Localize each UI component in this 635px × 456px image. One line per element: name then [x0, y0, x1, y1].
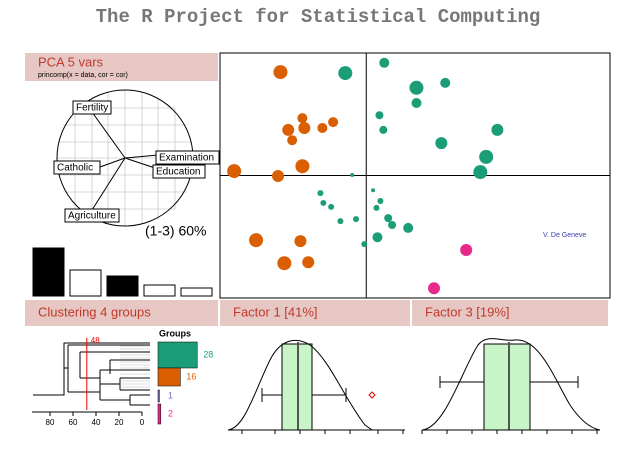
annotation: V. De Geneve [543, 232, 586, 239]
point [273, 65, 288, 80]
group-bar [157, 341, 198, 369]
point [435, 137, 448, 150]
value-label: 2 [168, 408, 173, 418]
value-label: 28 [203, 349, 213, 359]
density-plot [227, 340, 405, 434]
point [479, 149, 494, 164]
point [373, 204, 380, 211]
point [411, 97, 422, 108]
point [294, 235, 307, 248]
point [491, 123, 504, 136]
group-bar [157, 389, 160, 403]
panel-header [25, 53, 218, 81]
point [350, 173, 355, 178]
group-bar [157, 367, 181, 387]
point [297, 113, 308, 124]
point [428, 282, 441, 295]
panel-header [25, 300, 218, 326]
point [440, 77, 451, 88]
bar [180, 287, 213, 297]
point [377, 197, 384, 204]
bar [32, 247, 65, 297]
x-tick-label: 60 [69, 418, 78, 427]
point [328, 203, 335, 210]
eigen-bars [32, 247, 213, 297]
point [317, 122, 328, 133]
cut-label: 48 [91, 336, 100, 345]
bar [69, 269, 102, 297]
loading-label: Examination [159, 153, 214, 164]
point [338, 66, 353, 81]
page-title: The R Project for Statistical Computing [96, 6, 541, 28]
bar [106, 275, 139, 297]
point [272, 169, 285, 182]
point [375, 111, 384, 120]
x-tick-label: 40 [92, 418, 101, 427]
x-tick-label: 20 [115, 418, 124, 427]
scatter [220, 53, 610, 298]
point [409, 80, 424, 95]
panel-header [412, 300, 608, 326]
clustering: 80 60 40 20 0 48 28 16 1 2 [46, 336, 214, 427]
point [298, 121, 311, 134]
point [473, 165, 488, 180]
bar [143, 284, 176, 297]
value-label: 16 [186, 371, 196, 381]
panel-title: Factor 3 [19%] [425, 304, 510, 319]
point [460, 243, 473, 256]
panel-title: Clustering 4 groups [38, 304, 151, 319]
point [249, 233, 264, 248]
loading-label: Agriculture [68, 211, 116, 222]
point [379, 125, 388, 134]
loading-label: Education [156, 167, 200, 178]
point [337, 218, 344, 225]
point [320, 199, 327, 206]
dendrogram [33, 342, 150, 406]
legend-title: Groups [159, 328, 191, 338]
point [372, 232, 383, 243]
point [328, 117, 339, 128]
point [277, 256, 292, 271]
group-bar [157, 403, 162, 425]
annotation: (1-3) 60% [145, 223, 206, 239]
point [361, 241, 368, 248]
loading-label: Catholic [57, 163, 93, 174]
point [282, 123, 295, 136]
loading-label: Fertility [76, 103, 108, 114]
panel-header [220, 300, 410, 326]
dendrogram-leaves [120, 345, 150, 388]
panel-title: Factor 1 [41%] [233, 304, 318, 319]
point [317, 190, 324, 197]
value-label: 1 [168, 390, 173, 400]
point [295, 159, 310, 174]
density-plot [421, 338, 601, 434]
point [227, 164, 242, 179]
point [403, 222, 414, 233]
point [388, 220, 397, 229]
point [353, 216, 360, 223]
x-tick-label: 80 [46, 418, 55, 427]
point [302, 256, 315, 269]
point [379, 57, 390, 68]
x-tick-label: 0 [140, 418, 145, 427]
panel-title: PCA 5 vars [38, 54, 104, 69]
point [384, 214, 393, 223]
point [371, 188, 376, 193]
point [287, 135, 298, 146]
panel-subtitle: princomp(x = data, cor = cor) [38, 72, 128, 79]
